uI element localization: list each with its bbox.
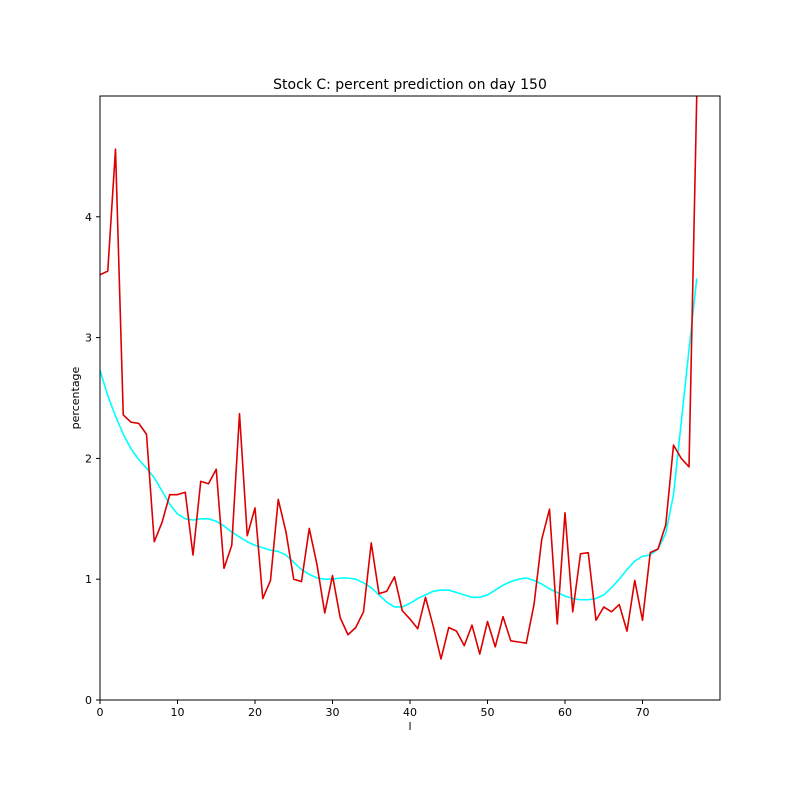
smoothed-prediction-line bbox=[100, 278, 698, 608]
x-axis: 0 10 20 30 40 50 60 70 bbox=[97, 700, 650, 719]
x-tick-label: 60 bbox=[558, 706, 572, 719]
x-tick-label: 10 bbox=[171, 706, 185, 719]
plot-area bbox=[99, 95, 721, 701]
series-layer bbox=[100, 96, 698, 660]
x-tick-label: 50 bbox=[481, 706, 495, 719]
y-axis-label: percentage bbox=[69, 366, 82, 429]
y-axis: 0 1 2 3 4 bbox=[85, 211, 100, 707]
y-tick-label: 0 bbox=[85, 694, 92, 707]
x-tick-label: 30 bbox=[326, 706, 340, 719]
chart-title: Stock C: percent prediction on day 150 bbox=[273, 77, 547, 93]
y-tick-label: 1 bbox=[85, 573, 92, 586]
percent-prediction-line bbox=[100, 96, 698, 660]
x-tick-label: 40 bbox=[403, 706, 417, 719]
x-axis-label: l bbox=[408, 720, 411, 733]
y-tick-label: 2 bbox=[85, 452, 92, 465]
plot-background bbox=[100, 96, 720, 700]
x-tick-label: 0 bbox=[97, 706, 104, 719]
y-tick-label: 4 bbox=[85, 211, 92, 224]
x-tick-label: 20 bbox=[248, 706, 262, 719]
x-tick-label: 70 bbox=[636, 706, 650, 719]
y-tick-label: 3 bbox=[85, 332, 92, 345]
